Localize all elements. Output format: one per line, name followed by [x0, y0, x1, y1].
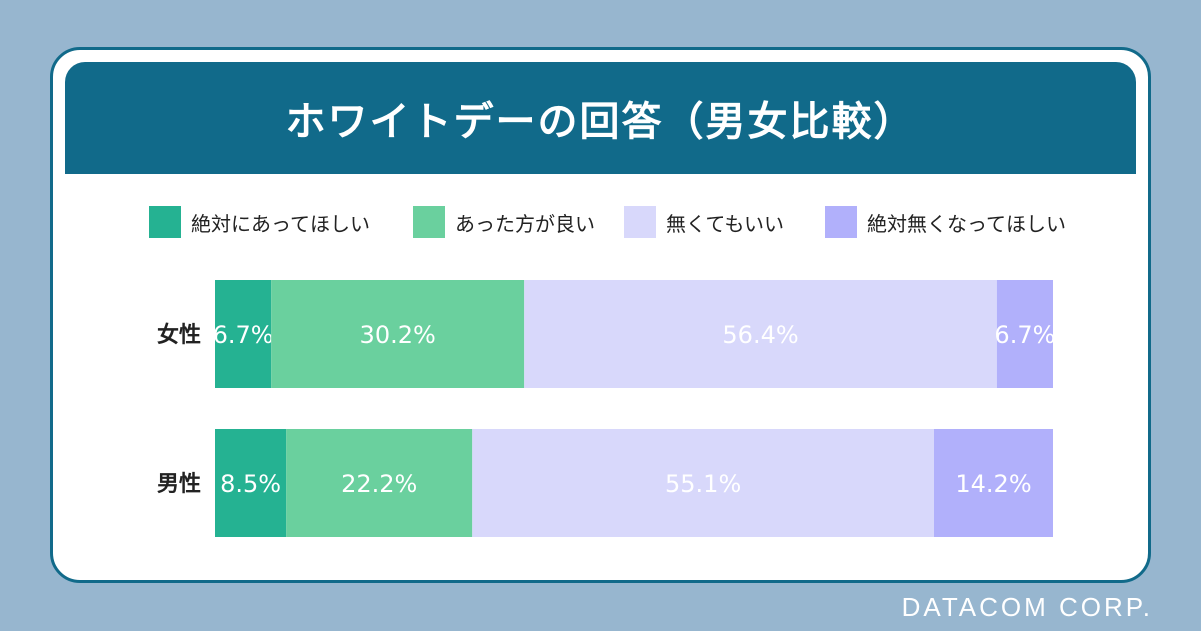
bar-segment-1-4 [996, 280, 1053, 388]
legend-item-1: 絶対にあってほしい [149, 205, 370, 239]
bar-segment-1-3 [524, 280, 997, 388]
legend-label-4: 絶対無くなってほしい [867, 211, 1066, 236]
data-label-1-2: 30.2% [360, 321, 436, 349]
bar-segment-2-3 [472, 429, 935, 537]
bar-segment-2-2 [286, 429, 473, 537]
bar-segment-1-1 [215, 280, 272, 388]
legend-item-4: 絶対無くなってほしい [825, 205, 1066, 239]
legend-label-1: 絶対にあってほしい [191, 211, 370, 236]
category-label-2: 男性 [157, 472, 201, 497]
stacked-bar-chart: 女性 6.7% 30.2% 56.4% 6.7% 男性 8.5% 22.2% 55.1% 14.2… [157, 280, 1055, 537]
bar-segment-2-4 [934, 429, 1053, 537]
category-label-1: 女性 [157, 322, 201, 348]
chart-title: ホワイトデーの回答（男女比較） [285, 99, 916, 145]
legend-label-2: あった方が良い [455, 211, 595, 236]
data-label-2-1: 8.5% [220, 470, 281, 498]
legend-label-3: 無くてもいい [666, 211, 784, 236]
bar-segment-2-1 [215, 429, 287, 537]
legend-swatch-1 [149, 206, 181, 238]
title-bar: ホワイトデーの回答（男女比較） [65, 62, 1136, 174]
data-label-1-3: 56.4% [722, 321, 798, 349]
chart-card: ホワイトデーの回答（男女比較） 絶対にあってほしい あった方が良い 無くてもいい… [50, 47, 1151, 583]
legend: 絶対にあってほしい あった方が良い 無くてもいい 絶対無くなってほしい [149, 205, 1148, 239]
legend-item-3: 無くてもいい [624, 205, 784, 239]
bar-segment-1-2 [271, 280, 525, 388]
data-label-2-4: 14.2% [955, 470, 1031, 498]
data-label-1-4: 6.7% [994, 321, 1055, 349]
legend-item-2: あった方が良い [413, 205, 595, 239]
legend-swatch-3 [624, 206, 656, 238]
data-label-2-2: 22.2% [341, 470, 417, 498]
data-label-2-3: 55.1% [665, 470, 741, 498]
legend-swatch-4 [825, 206, 857, 238]
company-footer: DATACOM CORP. [901, 592, 1153, 622]
legend-swatch-2 [413, 206, 445, 238]
data-label-1-1: 6.7% [213, 321, 274, 349]
